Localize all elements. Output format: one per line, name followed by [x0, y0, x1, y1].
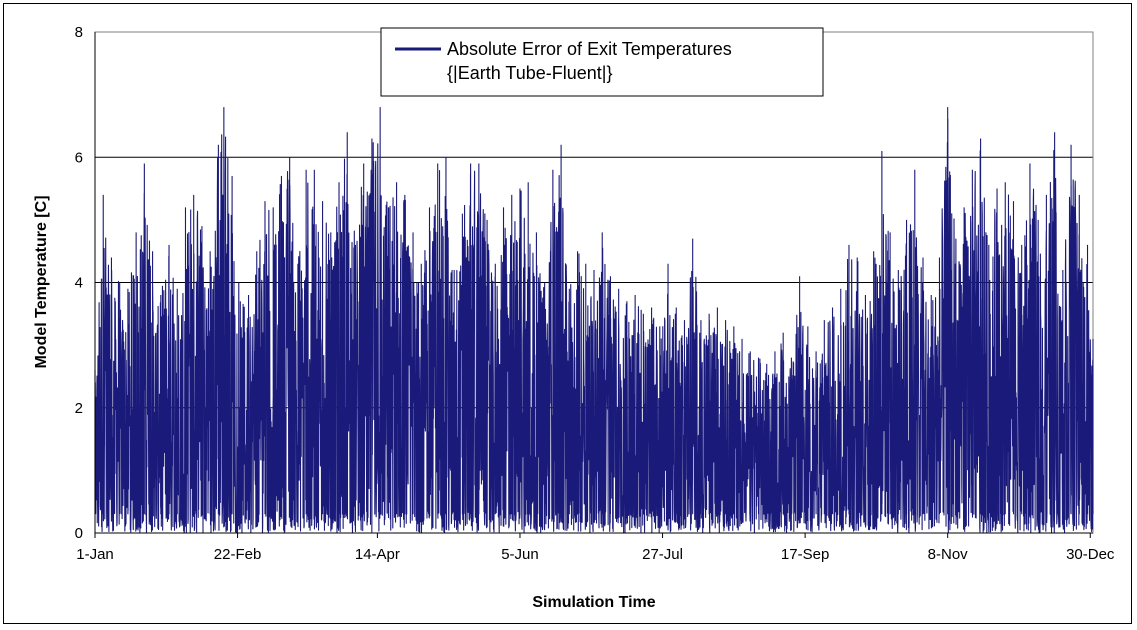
legend-label-line2: {|Earth Tube-Fluent|}: [447, 63, 612, 83]
x-tick-labels: 1-Jan 22-Feb 14-Apr 5-Jun 27-Jul 17-Sep 8-Nov 3…: [76, 546, 1115, 563]
x-tick-8-Nov: 8-Nov: [928, 546, 969, 563]
legend: Absolute Error of Exit Temperatures {|Ea…: [380, 27, 824, 97]
series-group: [94, 107, 1094, 534]
x-tick-27-Jul: 27-Jul: [642, 546, 683, 563]
y-axis-title: Model Temperature [C]: [33, 195, 50, 368]
series-line: [94, 107, 1094, 534]
y-tick-0: 0: [75, 525, 83, 542]
axes: [94, 32, 1093, 538]
y-tick-labels: 0 2 4 6 8: [75, 24, 83, 542]
x-tick-17-Sep: 17-Sep: [781, 546, 829, 563]
legend-label-line1: Absolute Error of Exit Temperatures: [447, 39, 732, 59]
y-tick-8: 8: [75, 24, 83, 41]
x-axis-title: Simulation Time: [532, 594, 655, 611]
x-tick-5-Jun: 5-Jun: [501, 546, 539, 563]
legend-box: [380, 27, 824, 97]
y-tick-2: 2: [75, 400, 83, 417]
x-tick-1-Jan: 1-Jan: [76, 546, 114, 563]
y-tick-4: 4: [75, 275, 83, 292]
x-tick-30-Dec: 30-Dec: [1066, 546, 1115, 563]
x-tick-14-Apr: 14-Apr: [355, 546, 400, 563]
x-tick-22-Feb: 22-Feb: [214, 546, 262, 563]
y-tick-6: 6: [75, 149, 83, 166]
